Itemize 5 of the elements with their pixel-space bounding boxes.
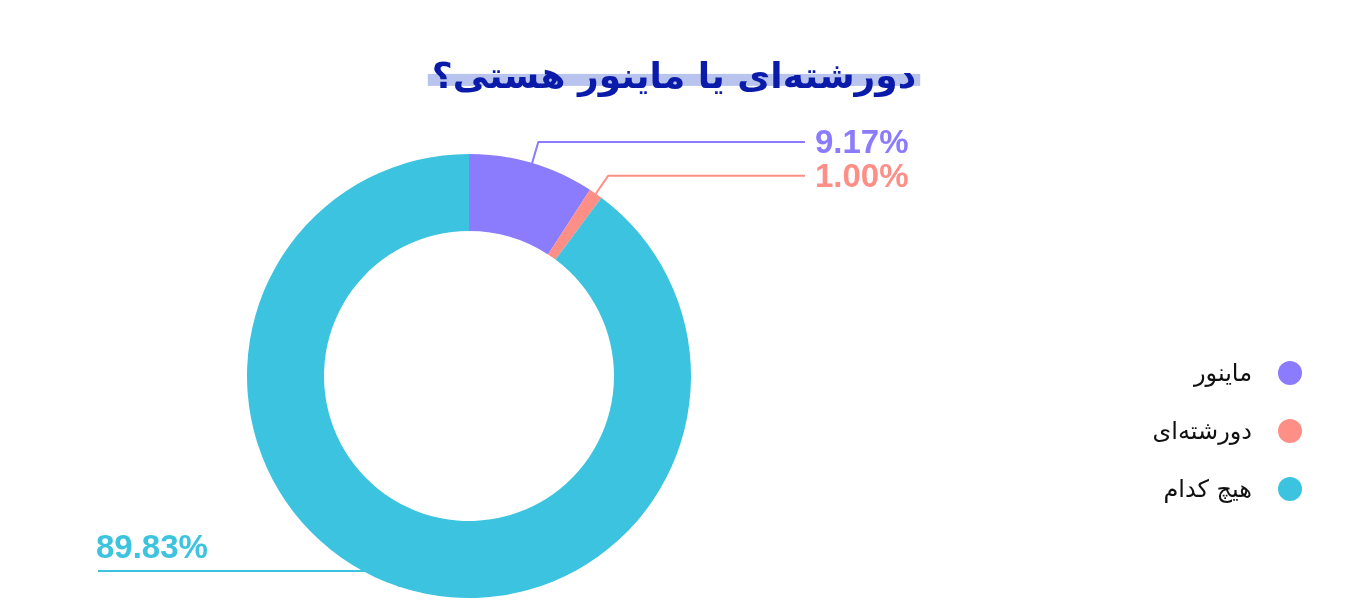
data-label: 89.83%	[96, 528, 208, 565]
legend-label: هیچ کدام	[1163, 475, 1252, 503]
legend-label: دورشته‌ای	[1152, 417, 1252, 445]
chart-title: دورشته‌ای یا ماینور هستی؟	[431, 55, 917, 97]
legend-label: ماینور	[1192, 359, 1252, 387]
